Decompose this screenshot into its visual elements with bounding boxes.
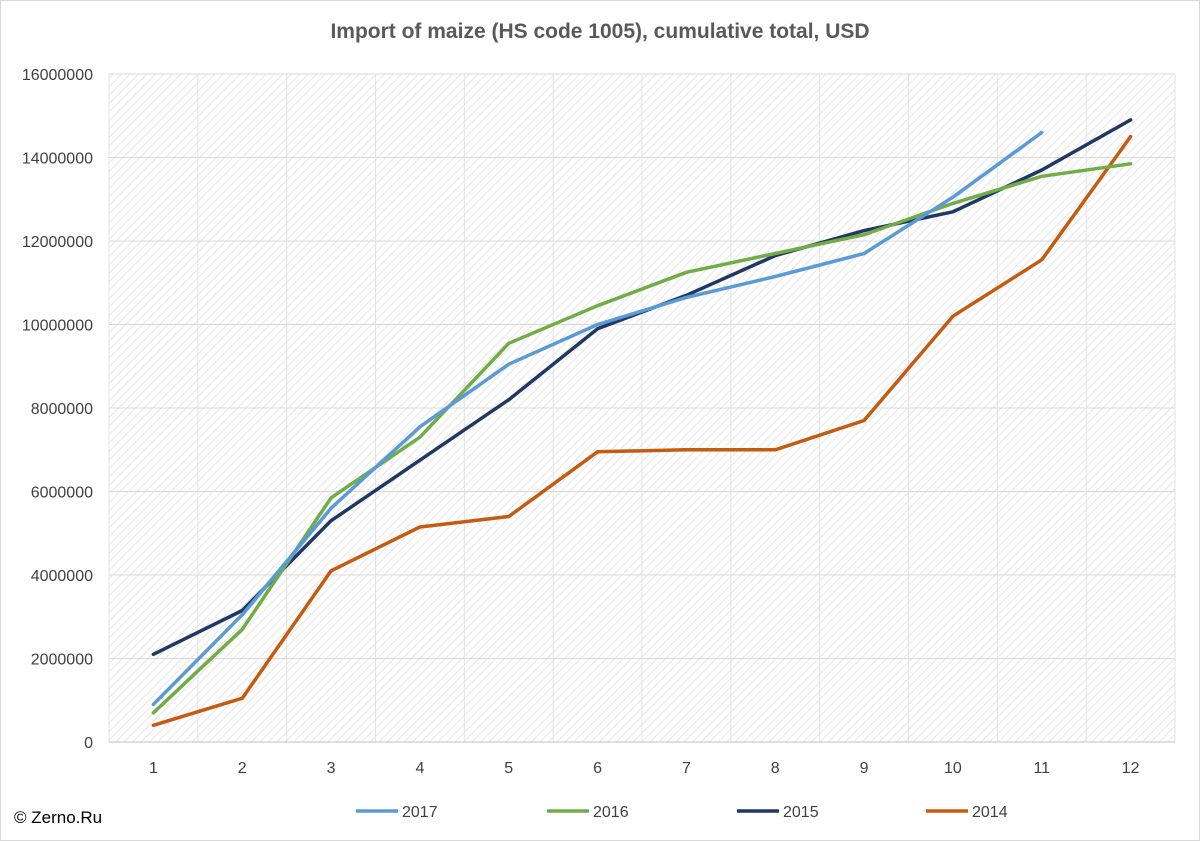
y-tick-label: 16000000 <box>22 67 93 84</box>
x-tick-label: 11 <box>1033 760 1050 777</box>
x-tick-label: 8 <box>771 760 780 777</box>
series-line-2017 <box>151 130 1044 707</box>
series-layer <box>151 118 1133 728</box>
x-tick-label: 7 <box>682 760 691 777</box>
chart-title: Import of maize (HS code 1005), cumulati… <box>330 20 869 43</box>
y-tick-label: 12000000 <box>22 234 93 251</box>
legend-item-2014: 2014 <box>926 804 1008 821</box>
y-tick-label: 4000000 <box>31 568 93 585</box>
legend: 2017 2016 2015 2014 <box>356 804 1008 821</box>
x-tick-label: 12 <box>1122 760 1140 777</box>
series-line-2014 <box>151 134 1133 728</box>
legend-item-2015: 2015 <box>737 804 819 821</box>
legend-label: 2014 <box>972 804 1008 821</box>
y-tick-label: 2000000 <box>31 652 93 669</box>
x-tick-label: 5 <box>504 760 513 777</box>
x-tick-label: 1 <box>149 760 158 777</box>
grid-lines <box>108 73 1176 742</box>
series-line-2016 <box>151 162 1133 715</box>
x-tick-label: 6 <box>593 760 602 777</box>
y-tick-label: 6000000 <box>31 485 93 502</box>
legend-label: 2017 <box>402 804 438 821</box>
legend-item-2016: 2016 <box>547 804 629 821</box>
legend-item-2017: 2017 <box>356 804 438 821</box>
y-tick-label: 0 <box>84 735 93 752</box>
legend-label: 2016 <box>593 804 629 821</box>
legend-label: 2015 <box>783 804 819 821</box>
x-tick-label: 10 <box>944 760 962 777</box>
x-tick-label: 4 <box>415 760 424 777</box>
copyright-credit: © Zerno.Ru <box>14 808 103 827</box>
axes: 0 2000000 4000000 6000000 8000000 10000000 120… <box>22 67 1175 777</box>
x-tick-label: 3 <box>327 760 336 777</box>
y-tick-label: 10000000 <box>22 318 93 335</box>
y-tick-label: 8000000 <box>31 401 93 418</box>
x-tick-label: 2 <box>238 760 247 777</box>
y-tick-label: 14000000 <box>22 151 93 168</box>
x-tick-label: 9 <box>860 760 869 777</box>
